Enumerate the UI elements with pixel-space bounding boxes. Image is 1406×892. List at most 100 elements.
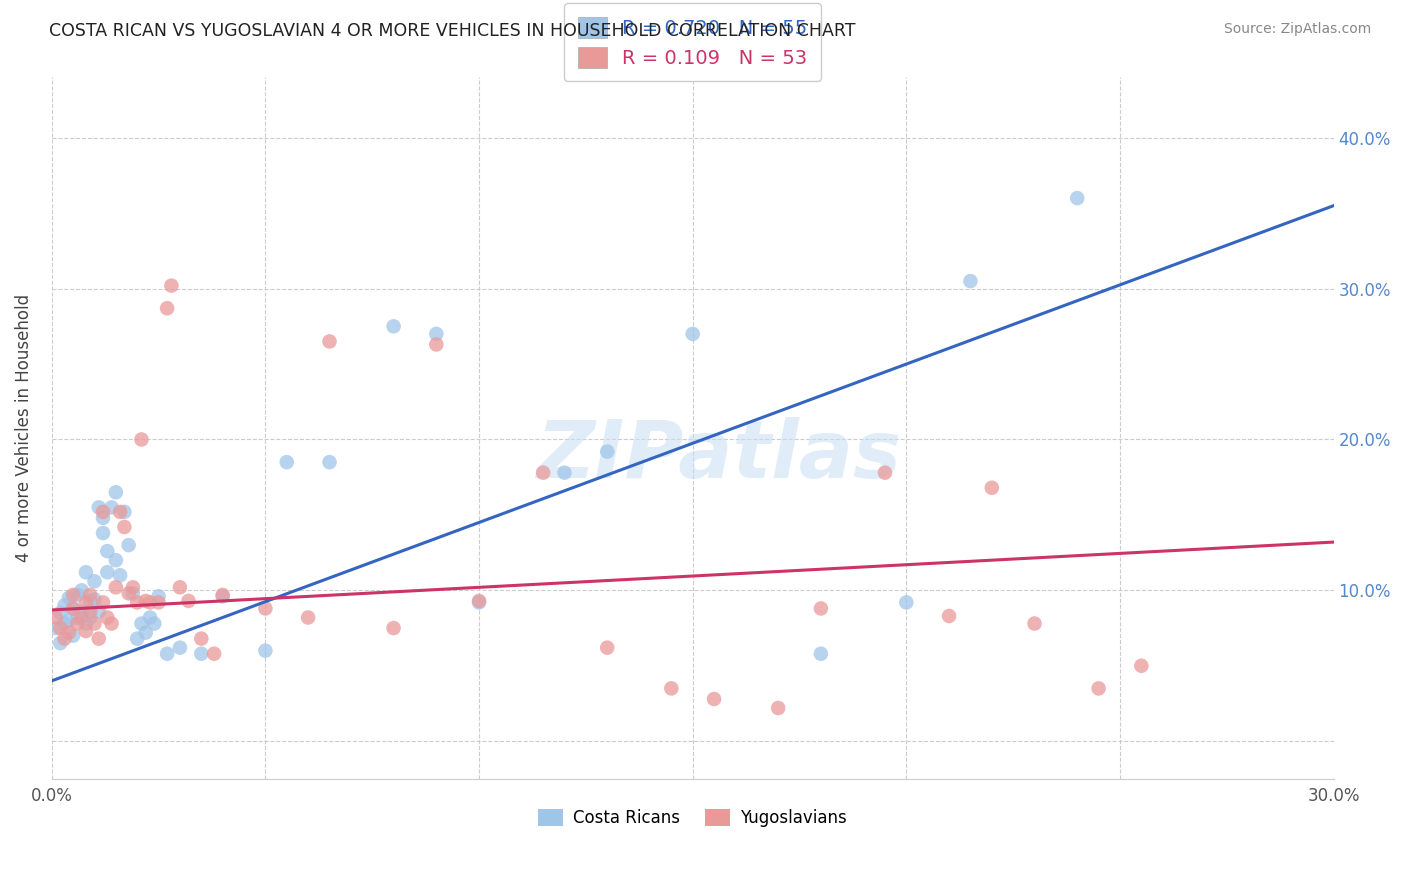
Text: COSTA RICAN VS YUGOSLAVIAN 4 OR MORE VEHICLES IN HOUSEHOLD CORRELATION CHART: COSTA RICAN VS YUGOSLAVIAN 4 OR MORE VEH… (49, 22, 856, 40)
Point (131, 433, 153, 447)
Point (118, 586, 141, 600)
Point (45, 610, 67, 624)
Point (91, 505, 114, 519)
Point (87, 500, 110, 515)
Point (70, 583, 93, 598)
Text: Source: ZipAtlas.com: Source: ZipAtlas.com (1223, 22, 1371, 37)
Text: ZIPatlas: ZIPatlas (536, 417, 901, 495)
Point (62, 601, 84, 615)
Point (75, 616, 97, 631)
Point (468, 595, 491, 609)
Point (91, 526, 114, 541)
Point (75, 566, 97, 580)
Point (62, 601, 84, 615)
Point (100, 616, 122, 631)
Point (873, 466, 896, 480)
Point (49, 606, 72, 620)
Point (211, 590, 233, 604)
Point (1066, 191, 1088, 205)
Point (83, 592, 105, 607)
Point (96, 610, 118, 624)
Point (980, 481, 1002, 495)
Point (83, 574, 105, 589)
Point (531, 466, 554, 480)
Point (135, 594, 157, 608)
Point (318, 455, 340, 469)
Point (79, 594, 101, 608)
Point (104, 485, 127, 500)
Point (1130, 658, 1153, 673)
Point (75, 624, 97, 638)
Point (766, 701, 789, 715)
Point (108, 505, 131, 519)
Point (318, 334, 340, 349)
Point (112, 520, 135, 534)
Point (104, 580, 127, 594)
Point (160, 278, 183, 293)
Legend: Costa Ricans, Yugoslavians: Costa Ricans, Yugoslavians (531, 802, 853, 834)
Point (468, 594, 491, 608)
Y-axis label: 4 or more Vehicles in Household: 4 or more Vehicles in Household (15, 294, 32, 562)
Point (810, 647, 832, 661)
Point (139, 610, 162, 624)
Point (70, 605, 93, 619)
Point (202, 647, 225, 661)
Point (177, 594, 200, 608)
Point (66, 588, 89, 602)
Point (49, 621, 72, 635)
Point (58, 591, 80, 605)
Point (53, 632, 76, 646)
Point (79, 605, 101, 619)
Point (169, 640, 191, 655)
Point (122, 580, 145, 594)
Point (169, 580, 191, 594)
Point (66, 616, 89, 631)
Point (659, 681, 682, 696)
Point (135, 625, 157, 640)
Point (896, 595, 918, 609)
Point (70, 610, 93, 624)
Point (276, 455, 298, 469)
Point (211, 588, 233, 602)
Point (254, 643, 277, 657)
Point (148, 595, 170, 609)
Point (596, 640, 619, 655)
Point (87, 632, 110, 646)
Point (96, 566, 118, 580)
Point (66, 610, 89, 624)
Point (127, 632, 149, 646)
Point (139, 595, 162, 609)
Point (53, 599, 76, 613)
Point (425, 326, 447, 341)
Point (79, 588, 101, 602)
Point (79, 610, 101, 624)
Point (96, 544, 118, 558)
Point (127, 595, 149, 609)
Point (682, 326, 704, 341)
Point (112, 505, 135, 519)
Point (83, 616, 105, 631)
Point (100, 500, 122, 515)
Point (596, 444, 619, 458)
Point (297, 610, 319, 624)
Point (810, 601, 832, 615)
Point (104, 553, 127, 567)
Point (62, 588, 84, 602)
Point (58, 614, 80, 628)
Point (1087, 681, 1109, 696)
Point (190, 632, 212, 646)
Point (382, 319, 405, 334)
Point (938, 609, 960, 624)
Point (553, 466, 575, 480)
Point (87, 605, 110, 619)
Point (62, 629, 84, 643)
Point (703, 692, 725, 706)
Point (58, 625, 80, 640)
Point (53, 616, 76, 631)
Point (143, 616, 166, 631)
Point (156, 647, 179, 661)
Point (190, 647, 212, 661)
Point (156, 301, 179, 316)
Point (75, 595, 97, 609)
Point (45, 621, 67, 635)
